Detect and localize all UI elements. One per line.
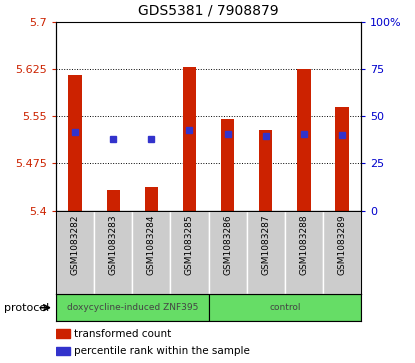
Text: transformed count: transformed count — [74, 329, 171, 339]
Title: GDS5381 / 7908879: GDS5381 / 7908879 — [138, 4, 279, 18]
Text: GSM1083288: GSM1083288 — [299, 215, 308, 276]
Bar — [259, 130, 272, 211]
Bar — [145, 187, 158, 211]
Text: GSM1083285: GSM1083285 — [185, 215, 194, 276]
Text: GSM1083287: GSM1083287 — [261, 215, 270, 276]
Bar — [323, 211, 361, 294]
Bar — [56, 347, 70, 355]
Bar — [297, 69, 310, 211]
Text: protocol: protocol — [4, 303, 49, 313]
Bar — [209, 294, 361, 321]
Bar — [68, 75, 82, 211]
Text: GSM1083283: GSM1083283 — [109, 215, 118, 276]
Bar — [56, 329, 70, 338]
Bar — [221, 119, 234, 211]
Bar — [285, 211, 323, 294]
Text: GSM1083282: GSM1083282 — [71, 215, 80, 275]
Bar — [107, 191, 120, 211]
Bar — [209, 211, 247, 294]
Bar — [183, 67, 196, 211]
Bar — [132, 211, 171, 294]
Bar — [94, 211, 132, 294]
Bar — [56, 211, 94, 294]
Text: GSM1083284: GSM1083284 — [147, 215, 156, 275]
Bar — [56, 294, 209, 321]
Text: GSM1083286: GSM1083286 — [223, 215, 232, 276]
Text: doxycycline-induced ZNF395: doxycycline-induced ZNF395 — [66, 303, 198, 312]
Text: percentile rank within the sample: percentile rank within the sample — [74, 346, 250, 356]
Text: control: control — [269, 303, 300, 312]
Bar — [335, 107, 349, 211]
Text: GSM1083289: GSM1083289 — [337, 215, 347, 276]
Bar — [247, 211, 285, 294]
Bar — [171, 211, 209, 294]
